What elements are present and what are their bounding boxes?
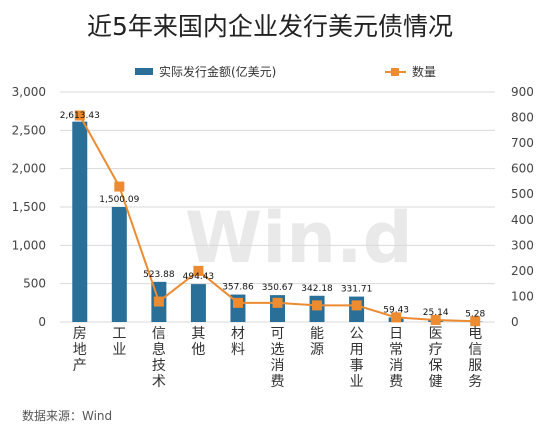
- watermark: Win.d: [185, 197, 413, 279]
- right-axis: 0 100 200 300 400 500 600 700 800 900: [511, 85, 534, 329]
- bar-data-label: 59.43: [383, 305, 409, 315]
- bar-data-label: 350.67: [262, 283, 294, 293]
- bar-data-label: 5.28: [465, 310, 485, 320]
- right-axis-tick-label: 100: [511, 289, 534, 303]
- bar-data-label: 25.14: [423, 308, 449, 318]
- category-label: 材料: [231, 326, 245, 358]
- legend-line-label: 数量: [412, 64, 436, 79]
- category-label: 电信服务: [468, 326, 482, 390]
- line-point: [154, 297, 164, 307]
- line-point: [273, 298, 283, 308]
- category-label: 信息技术: [152, 326, 166, 390]
- right-axis-tick-label: 300: [511, 238, 534, 252]
- legend-line-marker: [391, 68, 399, 76]
- bar-data-label: 342.18: [301, 284, 333, 294]
- line-point: [312, 300, 322, 310]
- legend: 实际发行金额(亿美元) 数量: [135, 64, 436, 79]
- left-axis-tick-label: 3,000: [12, 85, 46, 99]
- left-axis-tick-label: 0: [38, 315, 46, 329]
- right-axis-tick-label: 800: [511, 111, 534, 125]
- legend-bar-label: 实际发行金额(亿美元): [159, 64, 276, 79]
- left-axis-tick-label: 2,000: [12, 162, 46, 176]
- category-label: 公用事业: [350, 326, 364, 390]
- category-label: 其他: [191, 326, 205, 358]
- right-axis-tick-label: 200: [511, 264, 534, 278]
- line-point: [233, 298, 243, 308]
- left-axis-tick-label: 1,500: [12, 200, 46, 214]
- category-label: 日常消费: [389, 326, 403, 390]
- bar-data-label: 331.71: [341, 285, 373, 295]
- line-point: [352, 300, 362, 310]
- left-axis-tick-label: 1,000: [12, 238, 46, 252]
- category-label: 房地产: [73, 326, 87, 374]
- bar-data-label: 357.86: [222, 283, 254, 293]
- right-axis-tick-label: 900: [511, 85, 534, 99]
- right-axis-tick-label: 500: [511, 187, 534, 201]
- source-note: 数据来源：Wind: [22, 408, 112, 423]
- bar-data-label: 494.43: [183, 272, 215, 282]
- bar: [112, 207, 127, 322]
- line-point: [114, 182, 124, 192]
- chart-title: 近5年来国内企业发行美元债情况: [87, 12, 453, 41]
- right-axis-tick-label: 400: [511, 213, 534, 227]
- bar-data-label: 2,613.43: [60, 111, 100, 121]
- bar: [72, 122, 87, 322]
- legend-bar-swatch: [135, 68, 153, 75]
- bar-data-label: 1,500.09: [99, 195, 139, 205]
- bar: [191, 284, 206, 322]
- category-label: 医疗保健: [429, 326, 443, 390]
- right-axis-tick-label: 700: [511, 136, 534, 150]
- right-axis-tick-label: 600: [511, 162, 534, 176]
- category-label: 工业: [112, 326, 126, 358]
- left-axis-tick-label: 2,500: [12, 123, 46, 137]
- category-label: 能源: [310, 326, 324, 358]
- left-axis: 0 500 1,000 1,500 2,000 2,500 3,000: [12, 85, 46, 329]
- category-label: 可选消费: [271, 326, 285, 390]
- left-axis-tick-label: 500: [23, 277, 46, 291]
- right-axis-tick-label: 0: [511, 315, 519, 329]
- bar-data-label: 523.88: [143, 270, 175, 280]
